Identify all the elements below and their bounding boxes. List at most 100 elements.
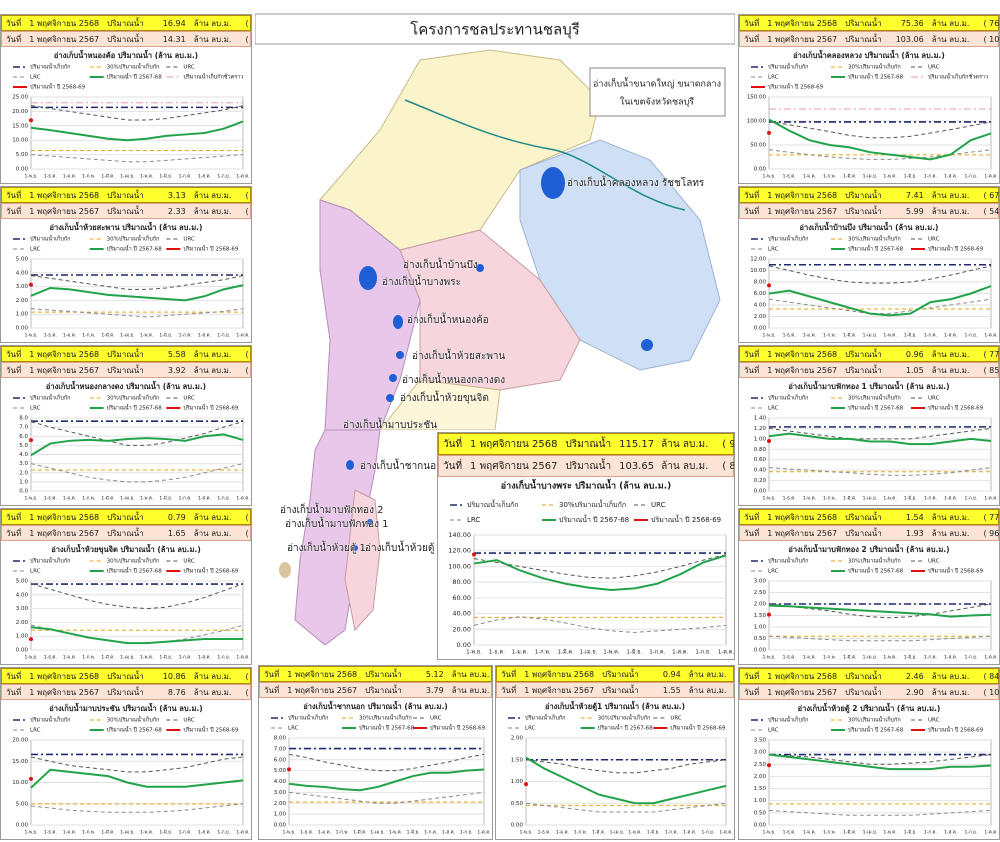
legend-label: ปริมาณน้ำ ปี 2568-69 [928,726,984,734]
y-tick-label: 2.50 [754,762,767,768]
x-tick-label: 1-พ.ค. [140,830,153,836]
series-line [768,754,992,765]
x-tick-label: 1-เม.ย. [863,830,878,836]
chart: อ่างเก็บน้ำห้วยขุนจิต ปริมาณน้ำ (ล้าน ลบ… [13,543,250,661]
x-tick-label: 1-เม.ย. [580,650,598,656]
reservoir-panel: วันที่ 1 พฤศจิกายน 2568 ปริมาณน้ำ 10.86 ล้าน… [0,667,252,840]
x-tick-label: 1-ส.ค. [944,496,957,502]
line-point [767,612,771,617]
volume-label: ปริมาณน้ำ [565,460,612,472]
y-tick-label: 0.80 [754,447,767,453]
date: 1 พฤศจิกายน 2568 [767,349,838,359]
x-tick-label: 1-ก.ค. [924,830,937,836]
legend-label: ปริมาณน้ำเก็บกักชั่วคราว [183,73,243,81]
unit-label: ล้าน ลบ.ม. [193,349,232,359]
x-tick-label: 1-ก.ค. [924,496,937,502]
chart: อ่างเก็บน้ำชากนอก ปริมาณน้ำ (ล้าน ลบ.ม.)… [271,700,491,836]
percent: ( 100.00%) [983,687,1000,697]
legend-label: 30%ปริมาณน้ำเก็บกัก [107,394,160,402]
river [404,99,686,211]
page-title: โครงการชลประทานชลบุรี [410,21,580,40]
volume-label: ปริมาณน้ำ [845,206,882,216]
x-tick-label: 1-ธ.ค. [783,496,796,502]
unit-label: ล้าน ลบ.ม. [451,685,490,695]
unit-label: ล้าน ลบ.ม. [931,34,970,44]
day-label: วันที่ [744,34,760,44]
day-label: วันที่ [6,18,22,28]
date: 1 พฤศจิกายน 2568 [470,438,558,450]
x-tick-label: 1-มี.ค. [843,174,856,180]
volume-value: 5.99 [905,206,924,216]
x-tick-label: 1-ธ.ค. [783,333,796,339]
region-west [319,199,421,430]
volume-value: 2.90 [905,687,924,697]
x-tick-label: 1-เม.ย. [120,830,135,836]
x-tick-label: 1-พ.ย. [25,333,38,339]
unit-label: ล้าน ลบ.ม. [931,18,970,28]
x-tick-label: 1-ธ.ค. [783,655,796,661]
x-tick-label: 1-ก.พ. [82,333,95,339]
y-tick-label: 2.00 [754,314,767,320]
y-tick-label: 1.00 [16,634,29,640]
legend-label: ปริมาณน้ำ ปี 2567-68 [598,724,654,732]
reservoir-label: อ่างเก็บน้ำชากนอก [360,458,437,472]
legend-label: LRC [30,406,41,412]
y-tick-label: 2.00 [754,774,767,780]
chart: อ่างเก็บน้ำมาบฟักทอง 2 ปริมาณน้ำ (ล้าน ล… [751,543,998,661]
date: 1 พฤศจิกายน 2567 [524,685,595,695]
unit-label: ล้าน ลบ.ม. [193,512,232,522]
series-line [30,803,244,813]
chart-title: อ่างเก็บน้ำบางพระ ปริมาณน้ำ (ล้าน ลบ.ม.) [501,479,672,492]
reservoir-shape [386,394,394,402]
legend-label: URC [928,718,940,724]
map: โครงการชลประทานชลบุรี อ่างเก็บน้ำขนาดใหญ… [255,0,735,430]
y-tick-label: 120.00 [448,547,471,555]
volume-value: 7.41 [905,190,924,200]
x-tick-label: 1-ก.พ. [823,655,836,661]
y-tick-label: 2.00 [511,736,524,742]
x-tick-label: 1-ก.ค. [179,655,192,661]
day-label: วันที่ [744,671,760,681]
x-tick-label: 1-พ.ย. [283,830,296,836]
line-point [767,130,771,135]
unit-label: ล้าน ลบ.ม. [931,528,970,538]
line-point [767,763,771,768]
date: 1 พฤศจิกายน 2567 [767,34,838,44]
percent: ( 96.47%) [983,528,1000,538]
y-tick-label: 12.00 [750,257,766,263]
series-line [30,275,244,290]
x-tick-label: 1-ก.พ. [336,830,349,836]
plot-area [473,534,727,646]
unit-label: ล้าน ลบ.ม. [193,18,232,28]
percent: ( 81.47%) [245,190,251,200]
x-tick-label: 1-พ.ย. [25,174,38,180]
x-tick-label: 1-ส.ค. [198,496,211,502]
x-tick-label: 1-เม.ย. [863,333,878,339]
legend-label: 30%ปริมาณน้ำเก็บกัก [848,557,901,565]
unit-label: ล้าน ลบ.ม. [193,365,232,375]
percent: ( 98.43%) [722,438,734,450]
x-tick-label: 1-ส.ค. [442,830,455,836]
x-tick-label: 1-ก.ย. [701,830,714,836]
reservoir-shape [641,339,653,351]
y-tick-label: 1.00 [274,812,287,818]
legend-label: ปริมาณน้ำ ปี 2567-68 [359,724,415,732]
reservoir-label: อ่างเก็บน้ำบ้านบึง [403,257,478,271]
series-line [768,427,992,440]
day-label: วันที่ [501,685,517,695]
series-line [473,554,727,592]
legend-label: 30%ปริมาณน้ำเก็บกัก [107,716,160,724]
y-tick-label: 3.00 [274,790,287,796]
percent: ( 54.60%) [983,206,1000,216]
chart: อ่างเก็บน้ำหนองค้อ ปริมาณน้ำ (ล้าน ลบ.ม.… [12,49,249,180]
reservoir-panel: วันที่ 1 พฤศจิกายน 2568 ปริมาณน้ำ 7.41 ล้าน … [738,186,1000,343]
legend-label: LRC [768,75,779,81]
x-tick-label: 1-มิ.ย. [904,174,917,180]
y-tick-label: 0.0 [19,489,28,495]
percent: ( 67.49%) [983,190,1000,200]
x-tick-label: 1-ก.ค. [424,830,437,836]
series-line [30,768,244,789]
chart-title: อ่างเก็บน้ำคลองหลวง ปริมาณน้ำ (ล้าน ลบ.ม… [793,49,945,60]
date: 1 พฤศจิกายน 2567 [767,528,838,538]
unit-label: ล้าน ลบ.ม. [451,669,490,679]
